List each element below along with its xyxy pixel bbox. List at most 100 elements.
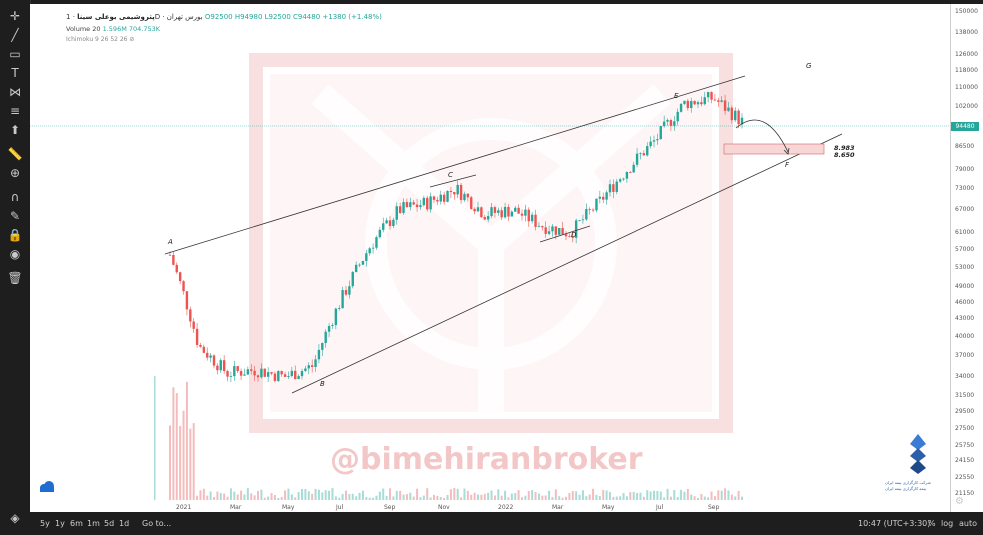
- magnet-icon[interactable]: ∩: [10, 190, 20, 204]
- candle-body: [449, 190, 453, 193]
- volume-bar: [470, 494, 473, 500]
- time-label: May: [602, 504, 615, 511]
- volume-bar: [270, 493, 273, 500]
- candle-body: [700, 102, 703, 105]
- pattern-icon[interactable]: ⋈: [9, 85, 21, 99]
- range-6m-button[interactable]: 6m: [70, 519, 83, 528]
- auto-button[interactable]: auto: [959, 519, 978, 528]
- volume-bar: [284, 490, 287, 500]
- price-label: 25750: [955, 441, 975, 449]
- target-box[interactable]: [723, 143, 825, 155]
- eye-icon[interactable]: ◉: [9, 247, 21, 261]
- volume-bar: [290, 494, 293, 500]
- cloud-icon[interactable]: [40, 481, 54, 492]
- volume-bar: [483, 493, 486, 500]
- candle-body: [595, 198, 598, 211]
- lower-channel-line[interactable]: [291, 133, 843, 394]
- rectangle-icon[interactable]: ▭: [9, 47, 21, 61]
- candle-body: [348, 286, 351, 295]
- volume-values: 1.596M 704.753K: [102, 25, 161, 33]
- lock-drawing-icon[interactable]: ✎: [9, 209, 21, 223]
- price-label: 73000: [955, 185, 975, 193]
- lock-icon[interactable]: 🔒: [7, 228, 23, 242]
- time-label: Sep: [708, 504, 720, 511]
- projection-arrow[interactable]: [735, 119, 789, 153]
- ruler-icon[interactable]: 📏: [7, 147, 23, 161]
- candle-body: [314, 359, 317, 367]
- range-5y-button[interactable]: 5y: [40, 519, 50, 528]
- zoom-icon[interactable]: ⊕: [9, 166, 21, 180]
- candle-body: [273, 373, 277, 381]
- candle-body: [385, 220, 388, 224]
- volume-bar: [720, 490, 723, 500]
- candle-body: [250, 369, 253, 371]
- arrow-up-icon[interactable]: ⬆: [9, 123, 21, 137]
- candle-body: [382, 223, 385, 230]
- volume-bar: [240, 490, 243, 500]
- volume-bar: [703, 496, 706, 500]
- candle-body: [530, 214, 534, 222]
- range-1m-button[interactable]: 1m: [87, 519, 100, 528]
- chart-pane[interactable]: @bimehiranbroker 8.983 8.650 A B C D: [30, 4, 950, 512]
- volume-bar: [609, 492, 611, 500]
- volume-bar: [392, 496, 395, 500]
- candle-body: [581, 219, 585, 221]
- goto-button[interactable]: Go to...: [142, 519, 172, 528]
- upper-channel-line[interactable]: [164, 75, 746, 255]
- volume-bar: [246, 488, 249, 500]
- candle-body: [270, 372, 273, 374]
- volume-bar: [395, 490, 398, 500]
- candle-body: [696, 102, 700, 105]
- candle-body: [605, 192, 608, 200]
- volume-bar: [304, 489, 307, 500]
- text-icon[interactable]: T: [11, 66, 19, 80]
- bottom-toolbar: 5y 1y 6m 1m 5d 1d Go to... 10:47 (UTC+3:…: [30, 512, 983, 535]
- volume-bar: [663, 497, 666, 500]
- volume-label[interactable]: Volume 20: [66, 25, 101, 33]
- range-1y-button[interactable]: 1y: [55, 519, 65, 528]
- candle-body: [351, 272, 354, 287]
- price-axis[interactable]: 150000 138000 126000 118000 110000 102000 8650…: [950, 4, 983, 512]
- volume-bar: [277, 497, 280, 500]
- range-5d-button[interactable]: 5d: [104, 519, 115, 528]
- c-line[interactable]: [429, 174, 477, 188]
- volume-bar: [382, 488, 385, 500]
- candle-body: [453, 192, 456, 195]
- volume-bar: [571, 491, 574, 500]
- range-1d-button[interactable]: 1d: [119, 519, 130, 528]
- volume-bar: [510, 493, 513, 500]
- candle-body: [568, 236, 571, 238]
- price-label: 67000: [955, 206, 975, 214]
- candle-body: [629, 172, 632, 173]
- candle-body: [679, 103, 683, 112]
- log-button[interactable]: log: [941, 519, 954, 528]
- candle-body: [656, 139, 659, 141]
- volume-bar: [311, 493, 314, 500]
- volume-bar: [524, 495, 527, 500]
- volume-bar: [598, 495, 601, 500]
- crosshair-icon[interactable]: ✛: [9, 9, 21, 23]
- ichimoku-legend[interactable]: Ichimoku 9 26 52 26 ⊘: [66, 36, 134, 43]
- volume-bar: [358, 492, 361, 500]
- candle-body: [470, 197, 473, 209]
- hidden-eye-icon[interactable]: ⊘: [129, 36, 135, 43]
- fib-icon[interactable]: ≡: [9, 104, 21, 118]
- volume-bar: [544, 495, 547, 500]
- trash-icon[interactable]: 🗑: [7, 271, 23, 285]
- trend-line-icon[interactable]: ╱: [11, 28, 19, 42]
- chart-canvas[interactable]: @bimehiranbroker 8.983 8.650 A B C D: [30, 4, 950, 512]
- volume-bar: [497, 489, 500, 500]
- d-line[interactable]: [539, 225, 591, 243]
- symbol-legend: پتروشیمی بوعلی سینا · 1D · بورس تهران O9…: [66, 13, 382, 21]
- percent-button[interactable]: %: [928, 519, 936, 528]
- time-zone-label[interactable]: 10:47 (UTC+3:30): [858, 519, 931, 528]
- time-label: 2021: [176, 504, 192, 511]
- symbol-name[interactable]: پتروشیمی بوعلی سینا: [77, 13, 155, 21]
- settings-gear-icon[interactable]: ⚙: [955, 496, 964, 507]
- candle-body: [327, 326, 331, 332]
- point-a-label: A: [167, 238, 173, 246]
- price-label: 53000: [955, 263, 975, 271]
- interval-label[interactable]: 1D: [66, 13, 161, 21]
- candle-body: [324, 331, 327, 343]
- layers-icon[interactable]: ◈: [10, 511, 20, 525]
